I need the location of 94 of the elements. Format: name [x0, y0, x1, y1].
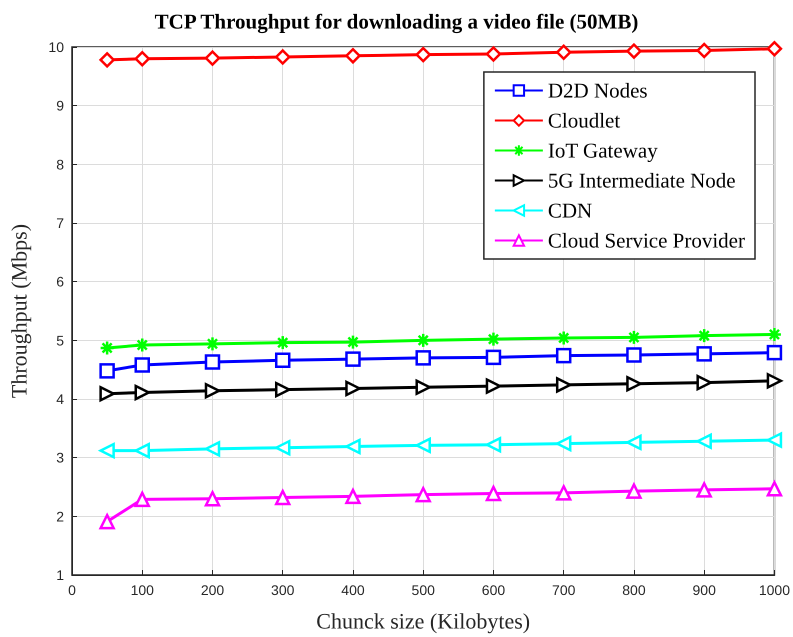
x-tick-label: 200: [200, 582, 224, 598]
y-tick-label: 4: [56, 391, 64, 407]
point: [486, 486, 502, 502]
point: [274, 49, 290, 65]
point: [696, 482, 712, 498]
point: [345, 48, 361, 64]
x-tick-label: 400: [341, 582, 365, 598]
point: [274, 334, 290, 350]
point: [556, 377, 572, 393]
point: [556, 44, 572, 60]
point: [486, 378, 502, 394]
point: [274, 352, 290, 368]
point: [486, 46, 502, 62]
point: [99, 442, 115, 458]
point: [696, 346, 712, 362]
point: [274, 382, 290, 398]
legend-label: Cloudlet: [548, 108, 620, 132]
x-tick-label: 100: [130, 582, 154, 598]
point: [766, 373, 782, 389]
point: [204, 490, 220, 506]
point: [345, 438, 361, 454]
x-tick-label: 300: [271, 582, 295, 598]
y-tick-label: 6: [56, 274, 64, 290]
point: [766, 481, 782, 497]
point: [204, 441, 220, 457]
point: [556, 348, 572, 364]
point: [134, 384, 150, 400]
x-tick-label: 1000: [758, 582, 790, 598]
point: [556, 485, 572, 501]
x-axis-title: Chunck size (Kilobytes): [316, 608, 530, 634]
legend-label: IoT Gateway: [548, 138, 658, 162]
x-tick-label: 800: [622, 582, 646, 598]
point: [345, 351, 361, 367]
point: [626, 347, 642, 363]
chart-title: TCP Throughput for downloading a video file (50MB): [154, 10, 638, 34]
point: [204, 354, 220, 370]
point: [134, 357, 150, 373]
point: [204, 383, 220, 399]
point: [99, 514, 115, 530]
x-tick-label: 500: [412, 582, 436, 598]
x-tick-label: 600: [482, 582, 506, 598]
point: [134, 442, 150, 458]
point: [99, 340, 115, 356]
point: [626, 376, 642, 392]
point: [626, 43, 642, 59]
point: [766, 326, 782, 342]
point: [486, 350, 502, 366]
y-tick-label: 8: [56, 156, 64, 172]
point: [626, 483, 642, 499]
point: [556, 330, 572, 346]
legend-label: D2D Nodes: [548, 78, 648, 102]
point: [696, 42, 712, 58]
y-tick-label: 3: [56, 450, 64, 466]
point: [345, 334, 361, 350]
point: [766, 344, 782, 360]
point: [696, 328, 712, 344]
point: [415, 438, 431, 454]
point: [696, 374, 712, 390]
point: [415, 486, 431, 502]
y-tick-label: 1: [56, 567, 64, 583]
point: [134, 492, 150, 508]
point: [556, 436, 572, 452]
point: [486, 437, 502, 453]
point: [345, 488, 361, 504]
point: [99, 52, 115, 68]
point: [345, 380, 361, 396]
point: [134, 337, 150, 353]
y-tick-label: 5: [56, 332, 64, 348]
point: [766, 41, 782, 57]
point: [415, 46, 431, 62]
point: [766, 432, 782, 448]
point: [134, 50, 150, 66]
y-axis-title: Throughput (Mbps): [6, 224, 32, 398]
point: [415, 332, 431, 348]
x-tick-label: 0: [68, 582, 76, 598]
x-tick-label: 900: [692, 582, 716, 598]
point: [204, 50, 220, 66]
point: [696, 433, 712, 449]
legend-label: 5G Intermediate Node: [548, 168, 736, 192]
x-tick-label: 700: [552, 582, 576, 598]
point: [99, 386, 115, 402]
y-tick-label: 9: [56, 98, 64, 114]
point: [626, 330, 642, 346]
legend-label: CDN: [548, 198, 592, 222]
legend-label: Cloud Service Provider: [548, 228, 746, 252]
point: [415, 380, 431, 396]
point: [626, 434, 642, 450]
point: [274, 440, 290, 456]
point: [415, 350, 431, 366]
y-tick-label: 10: [48, 39, 64, 55]
y-tick-label: 7: [56, 215, 64, 231]
point: [99, 363, 115, 379]
y-tick-label: 2: [56, 508, 64, 524]
point: [274, 490, 290, 506]
